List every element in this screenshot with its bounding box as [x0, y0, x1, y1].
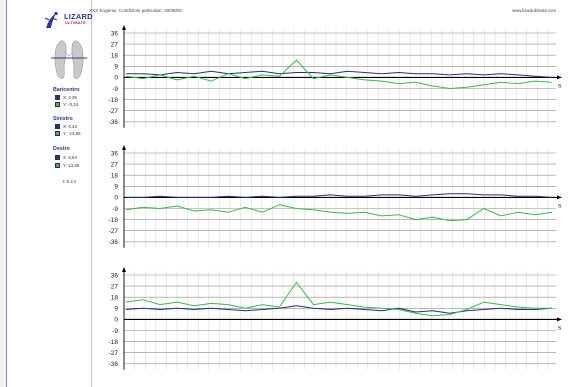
destro-y-row: Y: 13,36: [55, 163, 79, 168]
time-interval-label: t: 0.2 s: [63, 179, 77, 184]
y-tick-label: 18: [111, 173, 119, 180]
left-margin-line: [6, 0, 7, 387]
baricentro-y-row: Y: -0,24: [55, 102, 78, 107]
y-tick-label: 27: [111, 161, 119, 168]
y-axis-arrow: [122, 145, 126, 150]
destro-x-value: X: 8,64: [63, 155, 77, 160]
footprint-icon: [51, 40, 87, 79]
y-axis-arrow: [122, 267, 126, 272]
logo-name: LIZARD: [64, 12, 93, 21]
y-tick-label: 0: [114, 75, 118, 82]
series-line-y: [125, 281, 552, 317]
baricentro-title: Baricentro: [53, 87, 80, 93]
green-swatch: [55, 131, 60, 136]
sinistro-x-row: X: 0,42: [55, 124, 77, 129]
sinistro-y-value: Y: -13,55: [63, 131, 81, 136]
sinistro-x-value: X: 0,42: [63, 124, 77, 129]
y-tick-label: -18: [109, 97, 119, 104]
y-tick-label: -9: [112, 328, 118, 335]
y-tick-label: 9: [114, 184, 118, 191]
website-url[interactable]: www.lizardultimate.com: [512, 8, 556, 13]
series-line-y: [125, 204, 553, 222]
y-tick-label: -18: [109, 339, 119, 346]
y-axis-arrow: [122, 25, 126, 30]
x-axis-arrow: [557, 75, 562, 80]
green-swatch: [55, 102, 60, 107]
x-axis-label: s: [558, 82, 562, 89]
lizard-logo: LIZARD ULTIMATE: [42, 10, 93, 36]
y-tick-label: -27: [109, 228, 119, 235]
baricentro-x-value: X: 3,36: [63, 95, 77, 100]
x-axis-arrow: [557, 317, 562, 322]
x-axis-label: s: [558, 202, 562, 209]
y-tick-label: -36: [109, 239, 119, 246]
y-tick-label: 9: [114, 64, 118, 71]
destro-title: Destro: [53, 146, 70, 152]
destro-y-value: Y: 13,36: [63, 163, 80, 168]
x-axis-label: s: [558, 324, 562, 331]
y-tick-label: -18: [109, 217, 119, 224]
y-tick-label: -9: [112, 86, 118, 93]
y-tick-label: 27: [111, 41, 119, 48]
series-line-x: [125, 305, 553, 314]
y-tick-label: 0: [114, 317, 118, 324]
x-axis-arrow: [557, 195, 562, 200]
report-title: XXX Eugenio, Condizioni particolari, 30/…: [89, 8, 182, 13]
y-tick-label: -36: [109, 361, 119, 368]
logo-subtitle: ULTIMATE: [65, 21, 87, 25]
blue-swatch: [55, 124, 60, 129]
chart-baricentro: 36 27 18 9 0 -9 -18 -27 -36 s: [109, 25, 562, 128]
y-tick-label: 36: [111, 272, 119, 279]
series-line-x: [126, 193, 553, 198]
series-line-y: [125, 59, 553, 89]
blue-swatch: [55, 155, 60, 160]
baricentro-x-row: X: 3,36: [55, 95, 77, 100]
y-tick-label: 9: [114, 306, 118, 313]
y-tick-label: 0: [114, 195, 118, 202]
y-tick-label: -27: [109, 350, 119, 357]
sinistro-y-row: Y: -13,55: [55, 131, 81, 136]
series-line-x: [126, 70, 553, 78]
green-swatch: [55, 163, 60, 168]
y-tick-label: -27: [109, 108, 119, 115]
y-tick-label: 27: [111, 283, 119, 290]
blue-swatch: [55, 95, 60, 100]
y-tick-label: -9: [112, 206, 118, 213]
destro-x-row: X: 8,64: [55, 155, 77, 160]
sinistro-title: Sinistro: [53, 116, 73, 122]
chart-destro: 36 27 18 9 0 -9 -18 -27 -36 s: [109, 267, 562, 370]
y-tick-label: -36: [109, 119, 119, 126]
y-tick-label: 18: [111, 53, 119, 60]
y-tick-label: 36: [111, 150, 119, 157]
left-margin-bar: [0, 0, 6, 387]
lizard-icon: [44, 11, 58, 28]
chart-sinistro: 36 27 18 9 0 -9 -18 -27 -36 s: [109, 145, 562, 248]
y-tick-label: 36: [111, 30, 119, 37]
sidebar: LIZARD ULTIMATE Baricentro X: 3,36 Y: -0…: [7, 0, 93, 387]
baricentro-y-value: Y: -0,24: [63, 102, 79, 107]
y-tick-label: 18: [111, 295, 119, 302]
